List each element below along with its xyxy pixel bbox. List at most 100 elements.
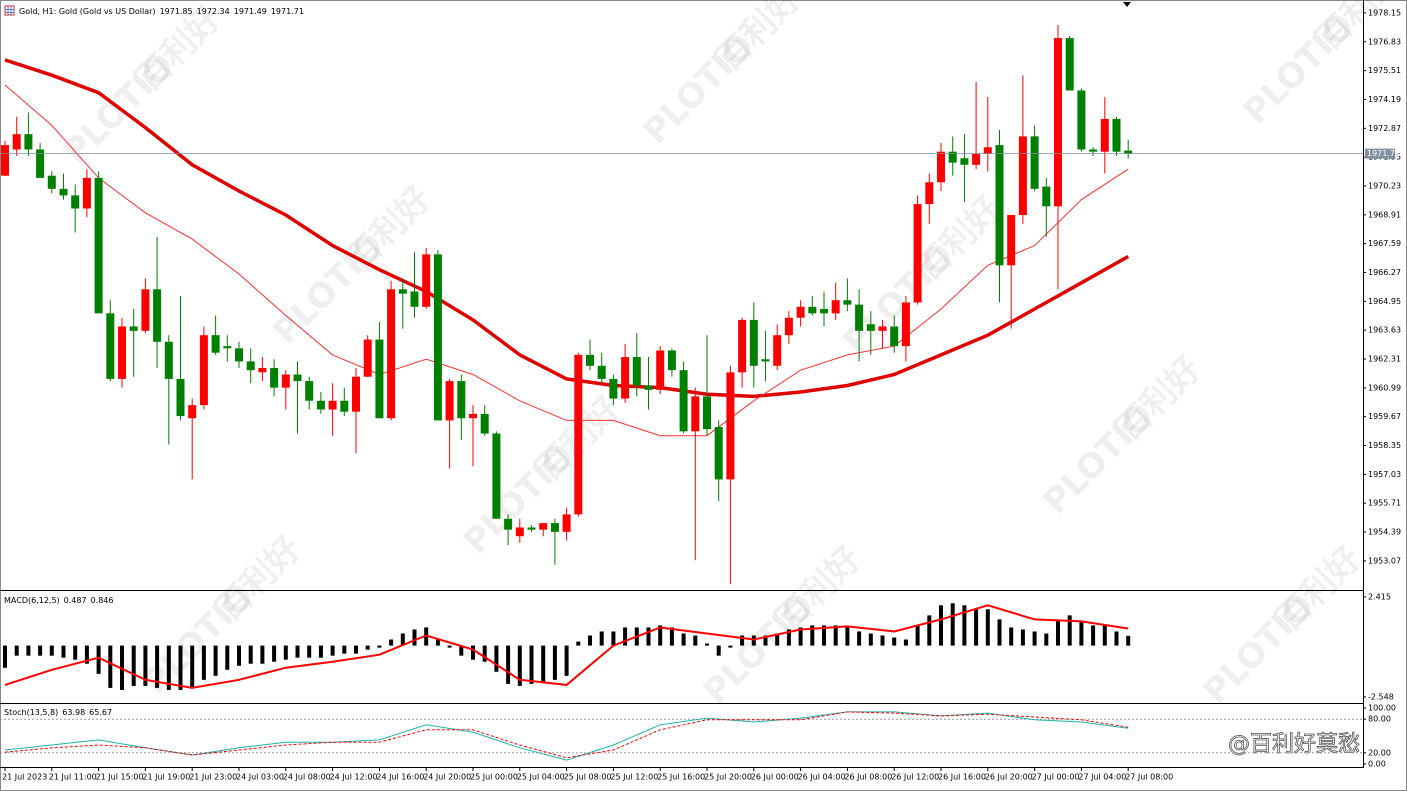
y-tick-label: 1970.23 bbox=[1368, 181, 1401, 190]
candle-body bbox=[1124, 150, 1133, 154]
x-tick-label: 26 Jul 04:00 bbox=[798, 773, 846, 782]
histogram-bar bbox=[435, 639, 440, 646]
candle-body bbox=[422, 254, 431, 307]
candle-body bbox=[1, 145, 9, 176]
candle-body bbox=[258, 367, 267, 373]
histogram-bar bbox=[1032, 631, 1037, 646]
candle-body bbox=[691, 396, 700, 432]
histogram-bar bbox=[412, 629, 417, 646]
x-tick-label: 24 Jul 20:00 bbox=[423, 773, 471, 782]
candle-body bbox=[1054, 38, 1062, 207]
histogram-bar bbox=[857, 631, 862, 646]
x-tick-label: 25 Jul 08:00 bbox=[564, 773, 612, 782]
histogram-bar bbox=[330, 645, 335, 656]
candle-body bbox=[1112, 118, 1121, 152]
indicator-line bbox=[4, 84, 1129, 437]
histogram-bar bbox=[740, 635, 745, 646]
candle-body bbox=[972, 153, 981, 165]
y-tick-label: 1974.19 bbox=[1368, 95, 1401, 104]
histogram-bar bbox=[38, 645, 43, 656]
chart-icon bbox=[4, 5, 15, 16]
histogram-bar bbox=[669, 627, 674, 646]
candle-body bbox=[925, 182, 934, 205]
histogram-bar bbox=[143, 645, 148, 686]
candle-body bbox=[609, 378, 618, 399]
x-tick-label: 25 Jul 12:00 bbox=[610, 773, 658, 782]
histogram-bar bbox=[517, 645, 522, 686]
candle-body bbox=[445, 381, 454, 421]
y-tick-label: 1978.15 bbox=[1368, 8, 1401, 17]
candle-body bbox=[995, 145, 1004, 266]
histogram-bar bbox=[3, 645, 7, 668]
candle-body bbox=[515, 527, 524, 537]
candle-body bbox=[714, 426, 723, 480]
candle-body bbox=[656, 350, 665, 390]
candle-body bbox=[281, 374, 290, 388]
x-tick-label: 24 Jul 12:00 bbox=[330, 773, 378, 782]
histogram-bar bbox=[705, 643, 709, 646]
histogram-bar bbox=[939, 605, 943, 646]
candle-body bbox=[387, 289, 396, 419]
candle-body bbox=[293, 374, 302, 382]
candle-body bbox=[352, 376, 360, 412]
candle-body bbox=[831, 300, 840, 314]
histogram-bar bbox=[564, 645, 569, 676]
y-tick-label: 1967.59 bbox=[1368, 239, 1401, 248]
histogram-bar bbox=[482, 645, 487, 662]
histogram-bar bbox=[389, 639, 394, 646]
signal-value: 0.846 bbox=[91, 596, 114, 605]
macd-title: MACD(6,12,5) bbox=[4, 596, 60, 605]
candle-body bbox=[667, 350, 676, 371]
histogram-bar bbox=[248, 645, 253, 664]
high-value: 1972.34 bbox=[197, 7, 230, 16]
candle-body bbox=[1030, 136, 1039, 189]
histogram-bar bbox=[786, 629, 791, 646]
histogram-bar bbox=[985, 609, 990, 646]
candle-body bbox=[562, 514, 571, 532]
histogram-bar bbox=[237, 645, 241, 666]
histogram-bar bbox=[751, 635, 756, 646]
histogram-bar bbox=[892, 637, 897, 646]
candle-body bbox=[913, 204, 922, 303]
candle-body bbox=[890, 326, 899, 347]
histogram-bar bbox=[810, 625, 815, 646]
x-tick-label: 25 Jul 04:00 bbox=[517, 773, 565, 782]
histogram-bar bbox=[599, 631, 604, 646]
histogram-bar bbox=[716, 645, 721, 656]
histogram-bar bbox=[646, 627, 651, 646]
y-tick-label: 1975.51 bbox=[1368, 66, 1401, 75]
histogram-bar bbox=[108, 645, 113, 688]
candle-body bbox=[1042, 186, 1051, 207]
candle-body bbox=[738, 319, 747, 373]
histogram-bar bbox=[728, 645, 733, 648]
y-tick-label: 1959.67 bbox=[1368, 412, 1401, 421]
histogram-bar bbox=[623, 627, 628, 646]
indicator-line bbox=[4, 604, 1129, 689]
candle-body bbox=[983, 147, 992, 154]
x-tick-label: 25 Jul 16:00 bbox=[657, 773, 705, 782]
histogram-bar bbox=[1067, 615, 1072, 646]
candle-body bbox=[1018, 136, 1027, 216]
candle-body bbox=[82, 177, 91, 209]
histogram-bar bbox=[61, 645, 66, 658]
candle-body bbox=[1077, 90, 1086, 150]
candle-body bbox=[328, 400, 337, 410]
histogram-bar bbox=[997, 619, 1002, 646]
price-label: 1971.71 bbox=[1367, 149, 1400, 158]
histogram-bar bbox=[1044, 633, 1049, 646]
histogram-bar bbox=[880, 635, 885, 646]
candle-body bbox=[937, 151, 945, 183]
candle-body bbox=[1007, 215, 1016, 266]
candle-body bbox=[457, 381, 466, 419]
y-tick-label: 0.00 bbox=[1368, 759, 1386, 768]
y-tick-label: -2.548 bbox=[1368, 692, 1394, 701]
histogram-bar bbox=[14, 645, 19, 656]
candle-body bbox=[492, 433, 501, 519]
candle-body bbox=[1065, 38, 1074, 91]
y-tick-label: 1972.87 bbox=[1368, 124, 1401, 133]
candle-body bbox=[796, 306, 805, 318]
y-tick-label: 1964.95 bbox=[1368, 297, 1401, 306]
macd-value: 0.487 bbox=[64, 596, 87, 605]
